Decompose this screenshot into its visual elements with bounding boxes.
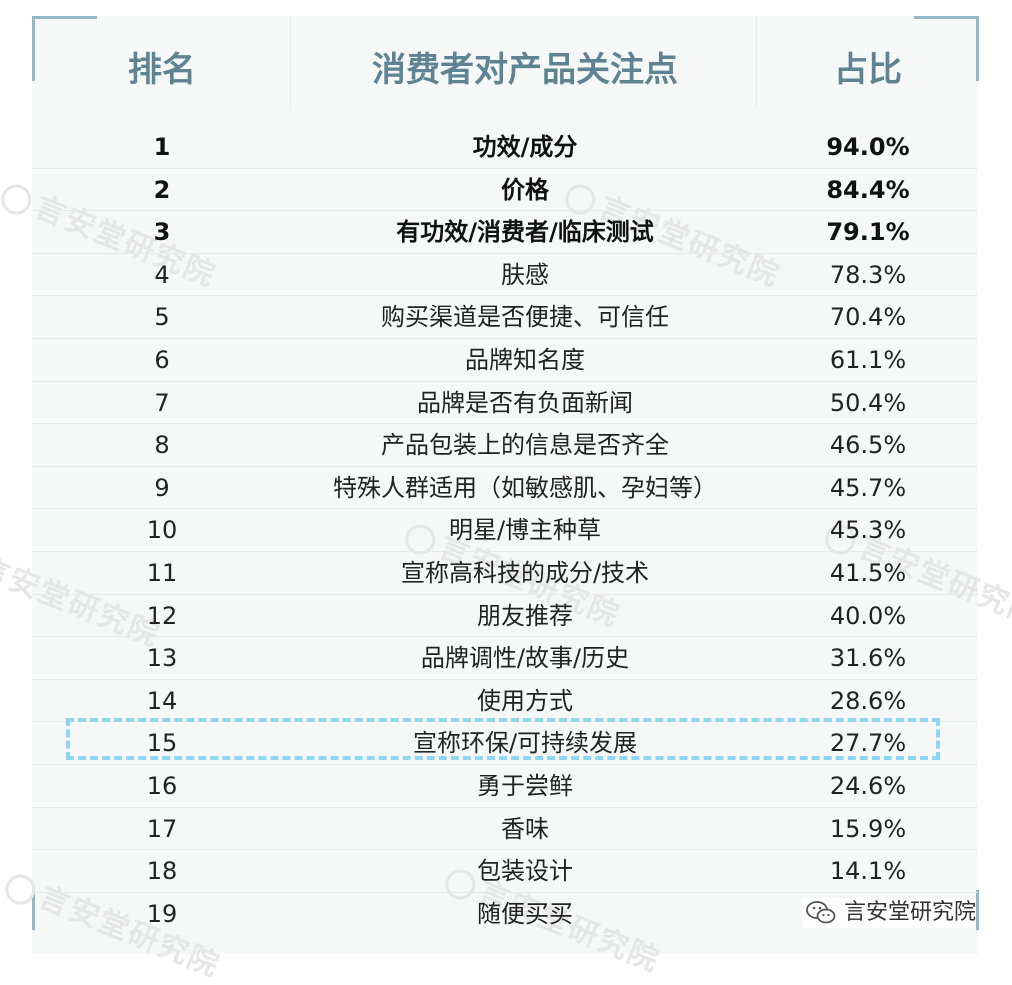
header-column-divider [756, 16, 757, 108]
share-cell: 61.1% [829, 345, 907, 374]
focus-cell: 香味 [501, 814, 549, 843]
rank-cell: 12 [146, 601, 178, 630]
rank-cell: 17 [146, 814, 178, 843]
rank-cell: 10 [146, 516, 178, 545]
table-row: 6 品牌知名度 61.1% [32, 339, 978, 382]
rank-cell: 9 [154, 473, 170, 502]
share-cell: 15.9% [829, 814, 907, 843]
focus-cell: 价格 [501, 175, 549, 204]
share-cell: 28.6% [829, 686, 907, 715]
share-cell: 70.4% [829, 303, 907, 332]
rank-cell: 4 [154, 260, 170, 289]
header-share: 占比 [834, 50, 902, 90]
focus-cell: 肤感 [501, 260, 549, 289]
table-row: 17 香味 15.9% [32, 808, 978, 851]
focus-cell: 随便买买 [477, 899, 573, 928]
rank-cell: 7 [154, 388, 170, 417]
share-cell: 40.0% [829, 601, 907, 630]
table-row: 3 有功效/消费者/临床测试 79.1% [32, 211, 978, 254]
share-cell: 45.7% [829, 473, 907, 502]
share-cell: 31.6% [829, 644, 907, 673]
table-row: 19 随便买买 [32, 893, 978, 936]
share-cell: 79.1% [826, 218, 910, 247]
rank-cell: 8 [154, 431, 170, 460]
table-row: 9 特殊人群适用（如敏感肌、孕妇等） 45.7% [32, 467, 978, 510]
table-row: 10 明星/博主种草 45.3% [32, 509, 978, 552]
focus-cell: 品牌调性/故事/历史 [420, 644, 630, 673]
share-cell: 94.0% [826, 133, 910, 161]
table-row: 12 朋友推荐 40.0% [32, 595, 978, 638]
rank-cell: 14 [146, 686, 178, 715]
table-row: 8 产品包装上的信息是否齐全 46.5% [32, 424, 978, 467]
share-cell: 24.6% [829, 771, 907, 800]
table-row: 15 宣称环保/可持续发展 27.7% [32, 722, 978, 765]
rank-cell: 3 [153, 218, 171, 247]
rank-cell: 5 [154, 303, 170, 332]
table-row: 7 品牌是否有负面新闻 50.4% [32, 382, 978, 425]
focus-cell: 宣称高科技的成分/技术 [400, 558, 650, 587]
rank-cell: 6 [154, 345, 170, 374]
share-cell: 45.3% [829, 516, 907, 545]
share-cell: 84.4% [826, 175, 910, 204]
footer-attribution: 言安堂研究院 [801, 898, 976, 928]
focus-cell: 有功效/消费者/临床测试 [396, 218, 654, 247]
header-focus: 消费者对产品关注点 [372, 50, 678, 90]
focus-cell: 特殊人群适用（如敏感肌、孕妇等） [333, 473, 717, 502]
table-row: 16 勇于尝鲜 24.6% [32, 765, 978, 808]
rank-cell: 13 [146, 644, 178, 673]
rank-cell: 18 [146, 857, 178, 886]
share-cell: 78.3% [829, 260, 907, 289]
table-row: 14 使用方式 28.6% [32, 680, 978, 723]
focus-cell: 品牌是否有负面新闻 [417, 388, 633, 417]
focus-cell: 明星/博主种草 [448, 516, 602, 545]
corner-bracket-top-left [32, 16, 97, 81]
rank-cell: 1 [153, 133, 171, 161]
focus-cell: 使用方式 [477, 686, 573, 715]
watermark-logo-icon [0, 179, 37, 219]
header-column-divider [290, 16, 291, 108]
share-cell: 27.7% [829, 729, 907, 758]
table-panel [32, 16, 978, 954]
table-row: 1 功效/成分 94.0% [32, 126, 978, 169]
corner-bracket-top-right [914, 16, 979, 81]
rank-cell: 11 [146, 558, 178, 587]
table-row: 5 购买渠道是否便捷、可信任 70.4% [32, 296, 978, 339]
ranking-table: 1 功效/成分 94.0% 2 价格 84.4% 3 有功效/消费者/临床测试 79.1% 4 肤感… [32, 126, 978, 935]
focus-cell: 功效/成分 [472, 133, 578, 161]
rank-cell: 2 [153, 175, 171, 204]
table-row: 11 宣称高科技的成分/技术 41.5% [32, 552, 978, 595]
focus-cell: 朋友推荐 [477, 601, 573, 630]
rank-cell: 19 [146, 899, 178, 928]
corner-bracket-bottom-right [914, 890, 979, 930]
share-cell: 14.1% [829, 857, 907, 886]
share-cell: 41.5% [829, 558, 907, 587]
focus-cell: 产品包装上的信息是否齐全 [381, 431, 669, 460]
row-highlight-box [66, 718, 940, 760]
wechat-icon [806, 901, 836, 924]
corner-bracket-bottom-left [32, 890, 97, 930]
focus-cell: 购买渠道是否便捷、可信任 [381, 303, 669, 332]
header-rank: 排名 [128, 50, 196, 90]
footer-label: 言安堂研究院 [843, 900, 976, 925]
rank-cell: 16 [146, 771, 178, 800]
focus-cell: 包装设计 [477, 857, 573, 886]
focus-cell: 勇于尝鲜 [477, 771, 573, 800]
table-row: 2 价格 84.4% [32, 169, 978, 212]
table-row: 13 品牌调性/故事/历史 31.6% [32, 637, 978, 680]
share-cell: 50.4% [829, 388, 907, 417]
rank-cell: 15 [146, 729, 178, 758]
share-cell: 46.5% [829, 431, 907, 460]
table-row: 18 包装设计 14.1% [32, 850, 978, 893]
focus-cell: 品牌知名度 [465, 345, 585, 374]
focus-cell: 宣称环保/可持续发展 [412, 729, 638, 758]
table-row: 4 肤感 78.3% [32, 254, 978, 297]
